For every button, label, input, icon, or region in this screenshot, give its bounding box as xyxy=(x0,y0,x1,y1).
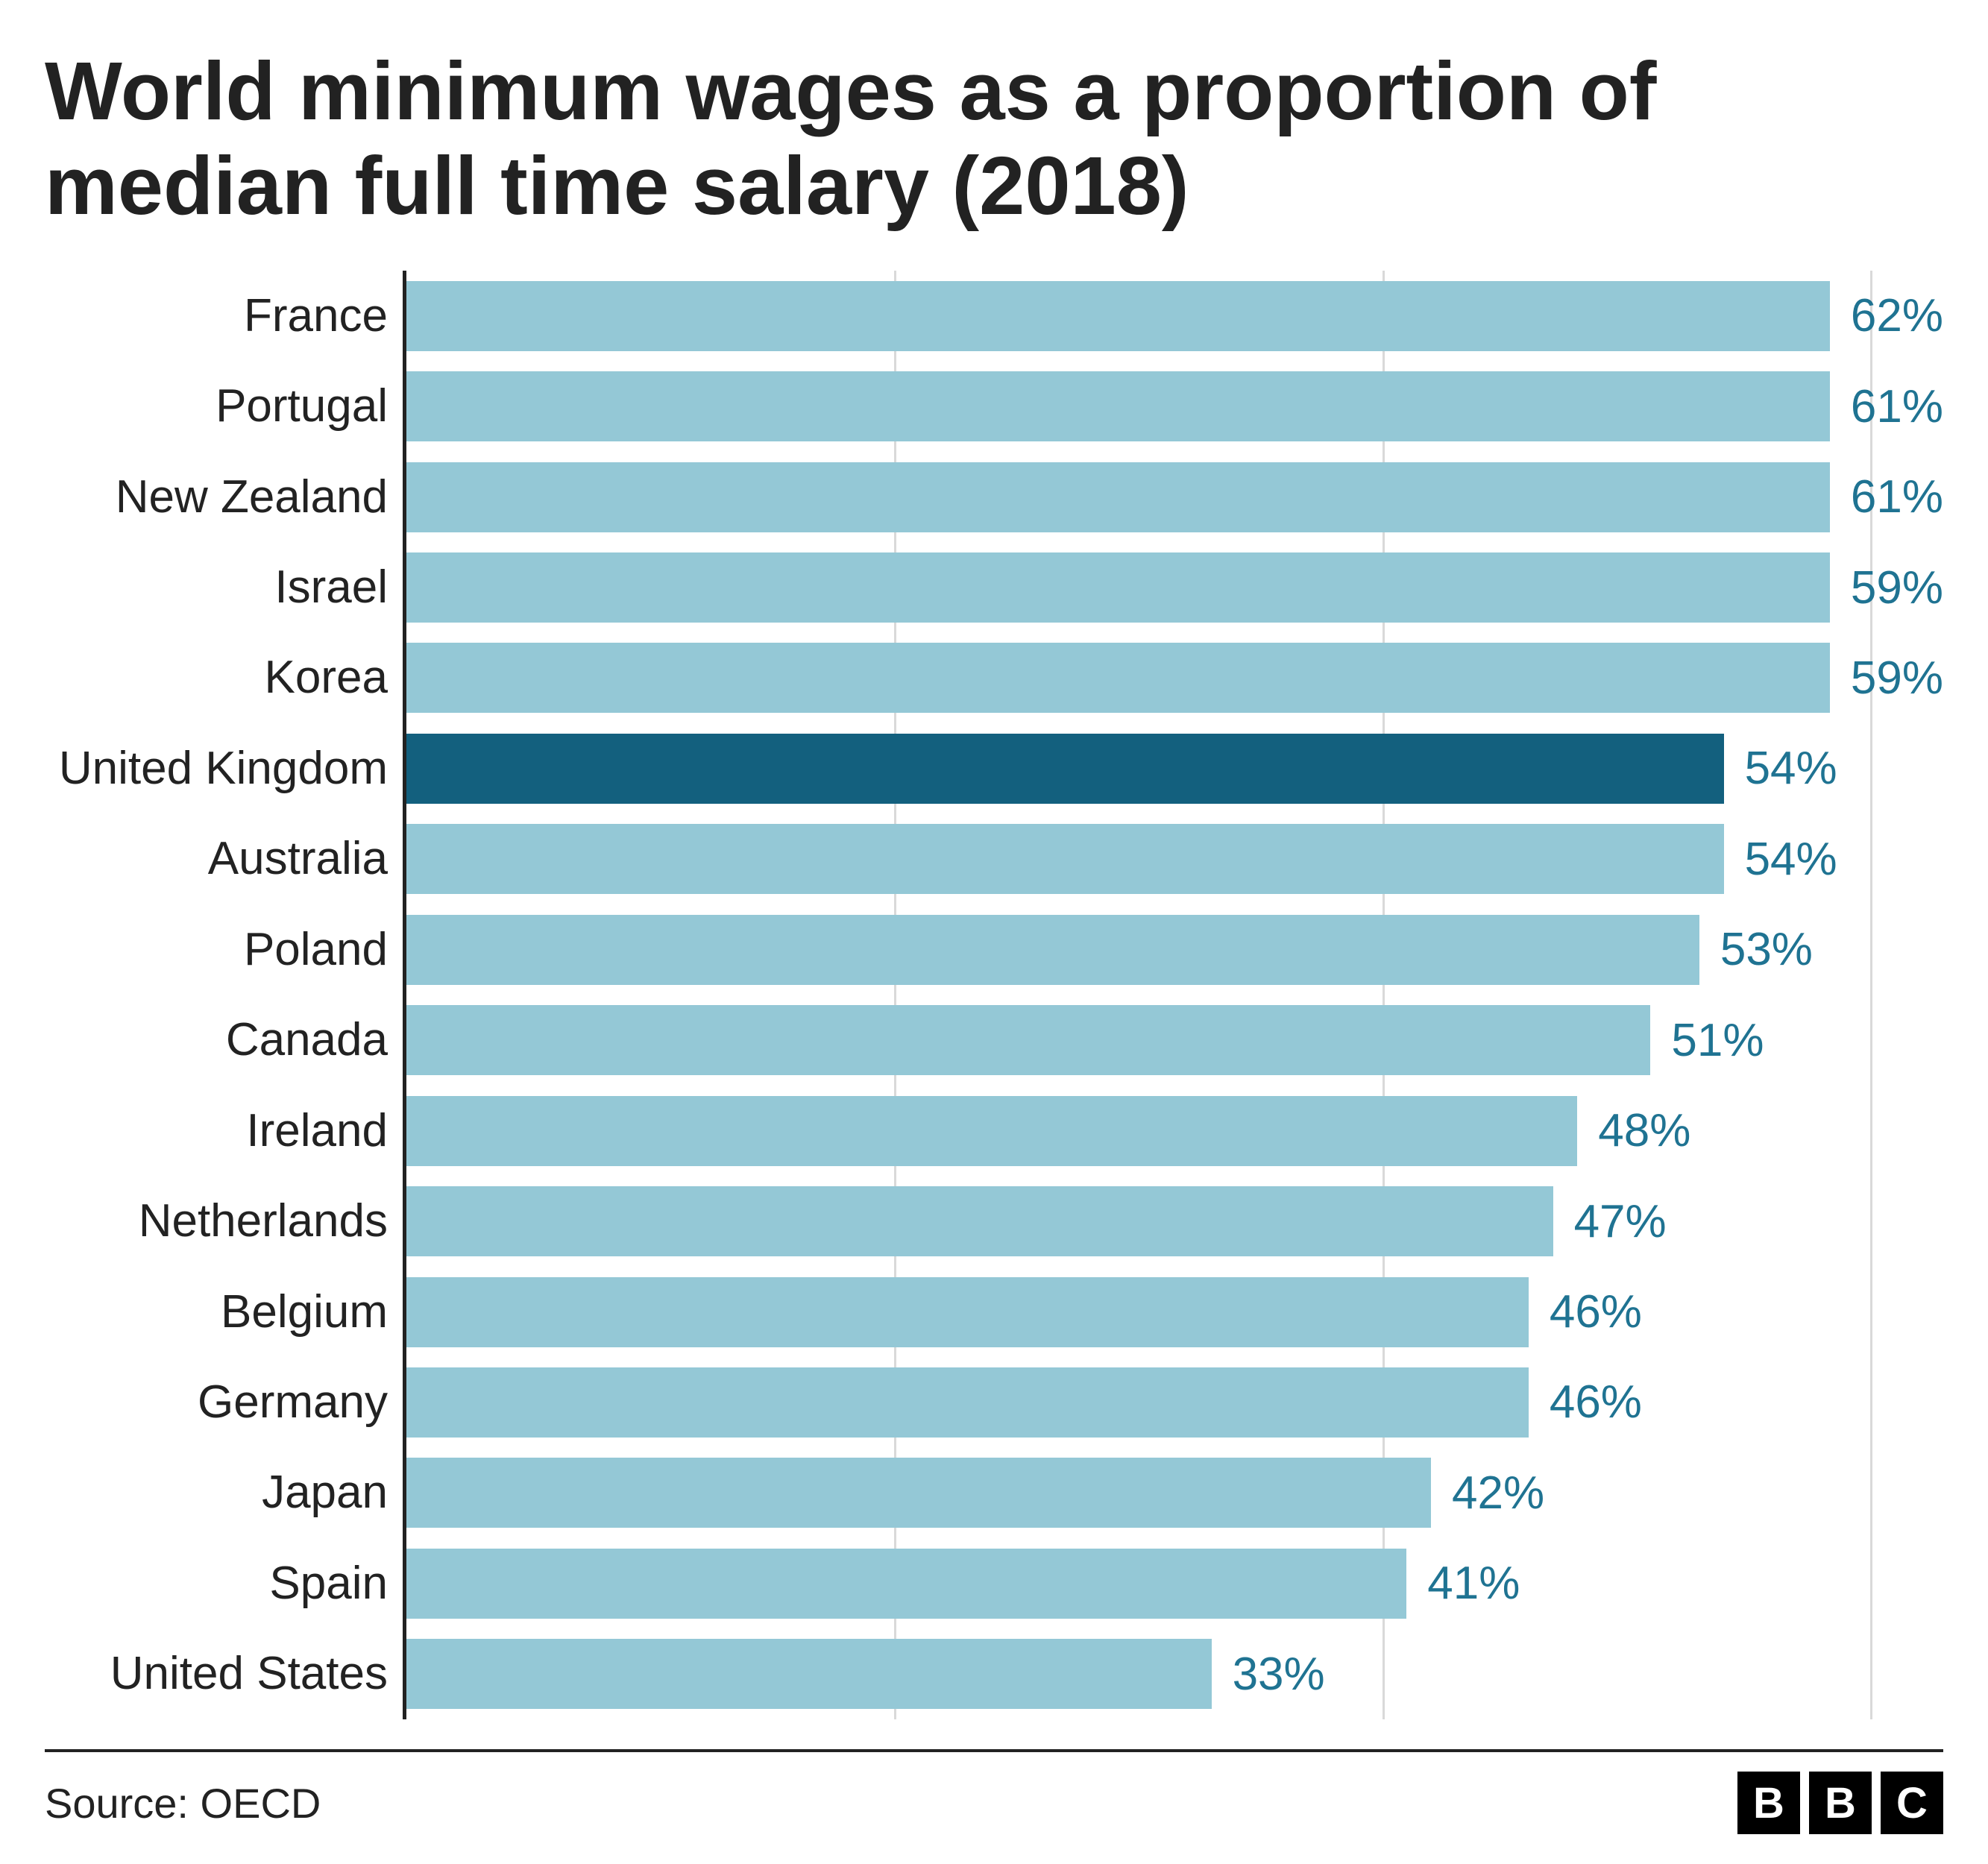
bar xyxy=(406,1186,1553,1256)
bar-row: 54% xyxy=(406,734,1943,804)
chart-footer: Source: OECD BBC xyxy=(45,1749,1943,1834)
bar-row: 59% xyxy=(406,643,1943,713)
chart-title: World minimum wages as a proportion of m… xyxy=(45,45,1943,233)
bar xyxy=(406,1005,1650,1075)
bbc-logo-letter: C xyxy=(1881,1772,1943,1834)
country-label: Korea xyxy=(45,655,388,701)
bar-row: 51% xyxy=(406,1005,1943,1075)
bar-row: 33% xyxy=(406,1639,1943,1709)
bar-value: 59% xyxy=(1851,561,1943,614)
bar xyxy=(406,824,1724,894)
country-label: Netherlands xyxy=(45,1198,388,1244)
bar xyxy=(406,462,1830,532)
chart-container: World minimum wages as a proportion of m… xyxy=(0,0,1988,1864)
bar-value: 62% xyxy=(1851,289,1943,342)
bar-row: 41% xyxy=(406,1549,1943,1619)
bar-row: 59% xyxy=(406,552,1943,623)
bars-region: 62%61%61%59%59%54%54%53%51%48%47%46%46%4… xyxy=(403,271,1943,1719)
bar xyxy=(406,915,1699,985)
bar xyxy=(406,281,1830,351)
bar-value: 61% xyxy=(1851,470,1943,523)
bar-value: 46% xyxy=(1550,1376,1642,1429)
country-label: United Kingdom xyxy=(45,746,388,792)
bar-value: 48% xyxy=(1598,1104,1690,1157)
country-label: Ireland xyxy=(45,1108,388,1154)
bar-row: 46% xyxy=(406,1367,1943,1438)
country-label: New Zealand xyxy=(45,474,388,520)
country-label: Canada xyxy=(45,1017,388,1063)
bbc-logo-letter: B xyxy=(1737,1772,1800,1834)
bar-value: 53% xyxy=(1720,923,1813,976)
bar-row: 46% xyxy=(406,1277,1943,1347)
bbc-logo: BBC xyxy=(1737,1772,1943,1834)
bar xyxy=(406,1549,1406,1619)
bar-value: 54% xyxy=(1745,742,1837,795)
bar-value: 42% xyxy=(1452,1467,1544,1520)
country-label: Germany xyxy=(45,1379,388,1426)
bar-value: 59% xyxy=(1851,652,1943,705)
country-label: Australia xyxy=(45,836,388,882)
bar xyxy=(406,1458,1431,1528)
bar-row: 53% xyxy=(406,915,1943,985)
country-label: Japan xyxy=(45,1470,388,1516)
bar xyxy=(406,371,1830,441)
bar-value: 46% xyxy=(1550,1285,1642,1338)
chart-body: France Portugal New Zealand Israel Korea Unit… xyxy=(45,271,1943,1719)
country-label: Portugal xyxy=(45,383,388,429)
bar-value: 51% xyxy=(1671,1014,1764,1067)
bars-stack: 62%61%61%59%59%54%54%53%51%48%47%46%46%4… xyxy=(406,271,1943,1719)
bar-row: 54% xyxy=(406,824,1943,894)
bar-row: 61% xyxy=(406,371,1943,441)
bar-row: 48% xyxy=(406,1096,1943,1166)
country-label: United States xyxy=(45,1651,388,1697)
country-label: France xyxy=(45,293,388,339)
bar-value: 54% xyxy=(1745,833,1837,886)
country-labels-column: France Portugal New Zealand Israel Korea Unit… xyxy=(45,271,403,1719)
bar-row: 47% xyxy=(406,1186,1943,1256)
country-label: Belgium xyxy=(45,1289,388,1335)
bar-value: 61% xyxy=(1851,380,1943,433)
bar xyxy=(406,734,1724,804)
bar-row: 61% xyxy=(406,462,1943,532)
bar-value: 33% xyxy=(1233,1648,1325,1701)
country-label: Spain xyxy=(45,1561,388,1607)
bar-row: 62% xyxy=(406,281,1943,351)
bar xyxy=(406,1639,1212,1709)
source-label: Source: OECD xyxy=(45,1779,321,1827)
bar-row: 42% xyxy=(406,1458,1943,1528)
bar-value: 41% xyxy=(1427,1557,1520,1610)
bar xyxy=(406,1277,1529,1347)
bar xyxy=(406,552,1830,623)
bbc-logo-letter: B xyxy=(1809,1772,1872,1834)
country-label: Poland xyxy=(45,927,388,973)
bar xyxy=(406,1367,1529,1438)
country-label: Israel xyxy=(45,564,388,611)
bar xyxy=(406,643,1830,713)
bar xyxy=(406,1096,1577,1166)
bar-value: 47% xyxy=(1574,1195,1667,1248)
